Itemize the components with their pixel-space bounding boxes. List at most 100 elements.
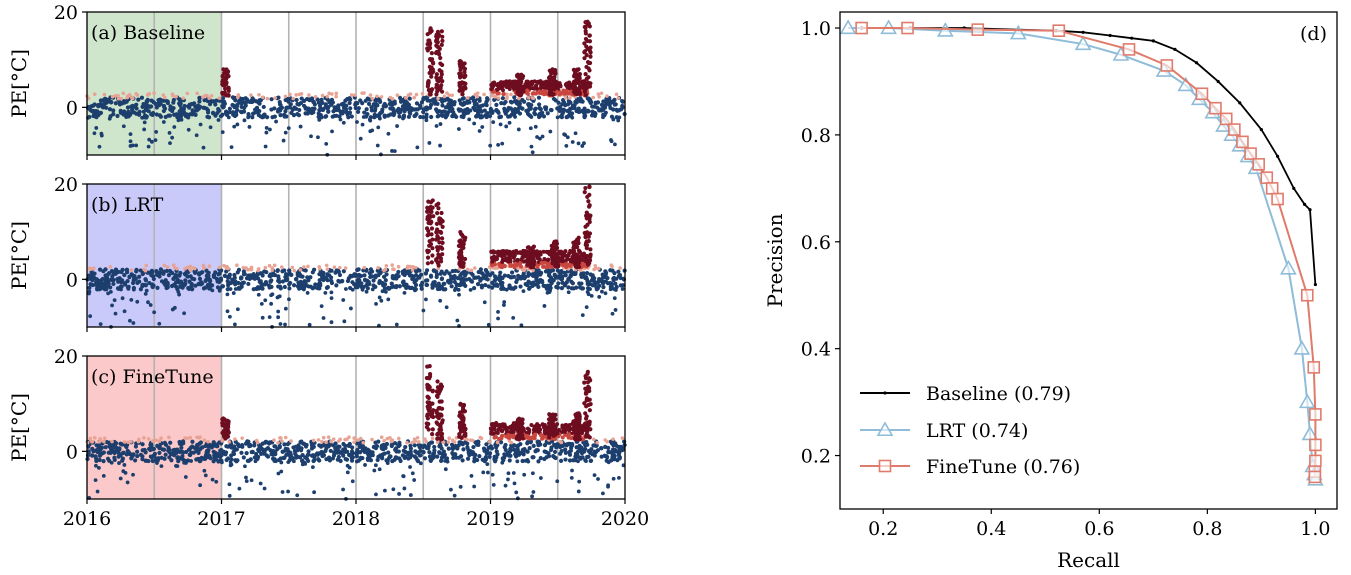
data-point: [537, 91, 542, 96]
data-point: [531, 490, 536, 494]
data-point: [422, 456, 428, 461]
data-point: [101, 450, 106, 455]
data-point: [247, 125, 252, 129]
data-point: [522, 254, 527, 259]
data-point: [406, 264, 410, 269]
data-point: [543, 89, 548, 94]
data-point: [560, 435, 565, 440]
data-point: [526, 95, 531, 100]
data-point: [197, 96, 202, 101]
data-point: [539, 261, 544, 266]
data-point: [428, 204, 433, 210]
data-point: [188, 268, 193, 272]
data-point: [421, 449, 426, 455]
data-point: [165, 100, 170, 106]
data-point: [617, 475, 621, 480]
data-point: [509, 286, 514, 291]
data-point: [494, 108, 499, 113]
data-point: [525, 88, 530, 93]
data-point: [223, 452, 228, 457]
data-point: [429, 260, 434, 265]
data-point: [440, 240, 445, 245]
data-point: [95, 447, 100, 453]
data-point: [440, 224, 445, 229]
data-point: [278, 456, 283, 461]
data-point: [236, 93, 241, 97]
data-point: [241, 455, 246, 460]
data-point: [122, 440, 127, 444]
data-point: [228, 280, 233, 286]
data-point: [379, 298, 384, 303]
data-point: [576, 489, 581, 494]
data-point: [506, 273, 511, 279]
data-point: [107, 116, 112, 121]
data-point: [222, 273, 227, 279]
data-point: [575, 449, 581, 454]
data-point: [514, 279, 519, 285]
data-point: [438, 221, 443, 226]
data-point: [112, 298, 117, 303]
data-point: [437, 287, 442, 292]
data-point: [183, 266, 187, 271]
data-point: [546, 268, 551, 273]
data-point: [183, 436, 187, 440]
data-point: [526, 259, 531, 264]
data-point: [465, 109, 470, 114]
data-point: [316, 438, 321, 442]
data-point: [219, 452, 224, 457]
data-point: [450, 446, 455, 452]
data-point: [258, 446, 263, 451]
data-point: [516, 82, 521, 87]
data-point: [427, 70, 432, 76]
data-point: [245, 458, 250, 463]
data-point: [361, 440, 366, 445]
data-point: [135, 280, 140, 285]
data-point: [210, 443, 215, 448]
data-point: [435, 211, 440, 216]
data-point: [521, 450, 526, 455]
data-point: [292, 268, 297, 273]
data-point: [443, 467, 448, 472]
data-point: [183, 272, 188, 277]
data-point: [387, 101, 392, 107]
data-point: [216, 272, 221, 277]
data-point: [596, 266, 601, 271]
data-point: [299, 446, 304, 451]
data-point: [607, 98, 612, 103]
data-point: [254, 105, 260, 111]
data-point: [472, 453, 478, 458]
data-point: [111, 108, 116, 113]
data-point: [460, 64, 465, 69]
data-point: [273, 444, 278, 449]
data-point: [484, 103, 489, 108]
data-point: [138, 452, 144, 457]
data-point: [282, 114, 287, 119]
data-point: [208, 278, 213, 283]
data-point: [432, 444, 437, 450]
data-point: [516, 266, 520, 271]
data-point: [124, 112, 129, 117]
data-point: [352, 436, 357, 441]
data-point: [539, 83, 544, 88]
data-point: [425, 233, 430, 238]
data-point: [290, 265, 295, 270]
data-point: [424, 226, 430, 231]
data-point: [530, 494, 534, 499]
data-point: [595, 440, 599, 445]
data-point: [552, 449, 558, 455]
data-point: [382, 282, 388, 287]
data-point: [429, 57, 435, 62]
data-point: [526, 245, 531, 250]
data-point: [377, 116, 382, 121]
data-point: [576, 79, 582, 84]
data-point: [530, 150, 535, 155]
data-point: [586, 60, 591, 66]
data-point: [509, 275, 514, 280]
data-point: [320, 276, 325, 281]
data-point: [473, 266, 477, 270]
data-point: [120, 296, 125, 301]
data-point: [206, 439, 210, 444]
data-point: [279, 265, 284, 269]
data-point: [541, 114, 547, 119]
